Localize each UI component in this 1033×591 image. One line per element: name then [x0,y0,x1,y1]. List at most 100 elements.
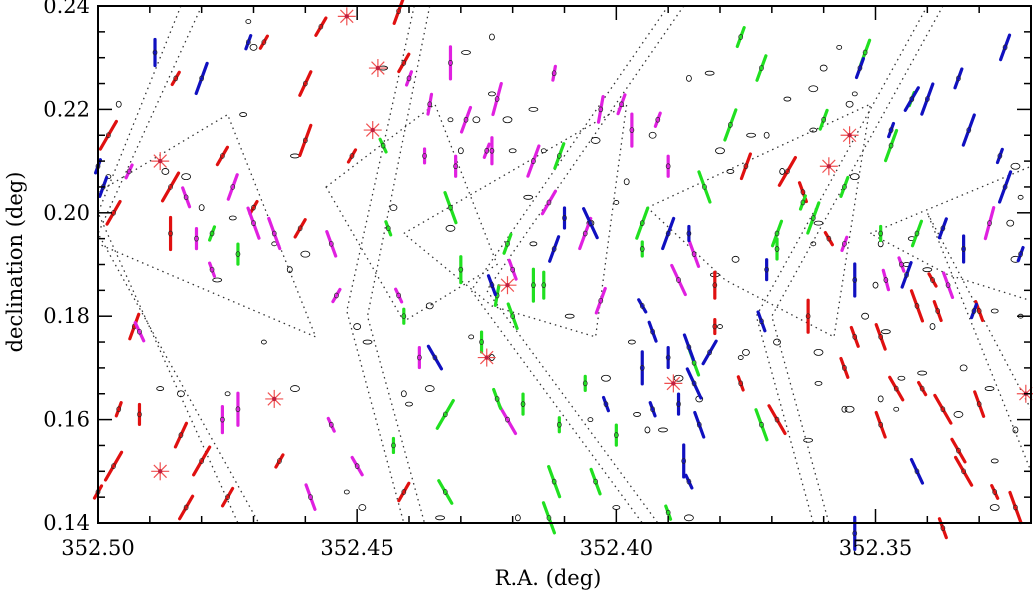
magenta-stick [326,416,336,433]
source-ellipse [684,514,694,522]
magenta-stick [331,287,342,304]
stick-core [126,168,132,175]
source-ellipse [648,131,657,139]
stick-core [691,251,697,258]
source-ellipse [704,70,715,76]
blue-stick [701,339,718,366]
stick-core [893,385,899,392]
stick-core [406,75,412,82]
red-stick [314,16,328,37]
red-stick [274,453,285,469]
stick-core [878,230,884,237]
stick-core [696,421,702,428]
stick-core [940,406,946,413]
stick-core [235,406,241,413]
stick-core [422,153,427,159]
source-ellipse [249,43,258,51]
source-ellipse [877,395,884,403]
source-ellipse [929,323,936,330]
blue-stick [647,320,658,343]
source-ellipse [529,241,538,247]
source-ellipse [851,91,858,97]
stick-core [1002,184,1008,190]
source-ellipse [813,348,824,356]
source-ellipse [746,132,756,138]
red-stick [777,155,797,187]
stick-core [442,411,448,418]
source-ellipse [472,116,481,124]
blue-stick [601,395,610,413]
stick-core [199,458,205,464]
stick-core [251,220,256,226]
green-stick [435,398,455,430]
stick-core [173,75,179,82]
source-ellipse [917,370,928,376]
source-ellipse [893,406,900,412]
stick-core [494,396,500,402]
stick-core [888,142,894,149]
red-stick [990,484,1000,500]
magenta-stick [653,111,662,128]
colored-sticks [92,0,1025,551]
stick-core [639,365,645,371]
source-ellipse [922,267,933,273]
stick-core [774,246,780,252]
stick-core [728,122,733,128]
stick-core [111,463,116,469]
green-stick [754,408,769,442]
stick-core [531,282,536,289]
source-ellipse [644,426,651,434]
stick-core [1013,504,1018,511]
stick-core [930,277,935,283]
stick-core [821,116,827,123]
stick-core [665,230,671,237]
source-ellipse [177,390,185,398]
source-ellipse [358,504,367,511]
stick-core [1002,44,1008,51]
green-stick [437,479,454,505]
red-stick [105,199,122,226]
magenta-stick [246,206,261,240]
y-tick-label: 0.18 [43,304,90,328]
magenta-stick [507,258,518,281]
stick-core [712,282,718,289]
source-ellipse [468,334,475,340]
source-ellipse [783,96,792,102]
red-stick [220,486,235,508]
red-stick [98,119,118,151]
stick-core [251,204,256,211]
stick-core [759,318,764,325]
source-ellipse [435,515,446,521]
stick-core [613,432,619,438]
source-ellipse [880,329,891,335]
green-stick [910,219,924,248]
source-ellipse [612,505,621,510]
red-stick [973,390,986,418]
stick-core [743,163,749,170]
star-icon [498,276,517,295]
magenta-stick [267,216,282,251]
blue-stick [684,473,694,490]
blue-stick [756,310,767,333]
green-stick [770,219,784,248]
magenta-stick [459,105,473,134]
star-icon [664,374,683,393]
stick-core [401,60,407,66]
stick-core [505,416,510,423]
stick-core [417,354,422,361]
source-ellipse [457,147,464,155]
stick-core [966,127,972,133]
stick-core [458,266,464,273]
source-ellipse [161,168,170,175]
source-ellipse [564,313,575,319]
stick-core [396,8,401,15]
strip-strip-3 [485,5,685,524]
green-stick [883,128,899,163]
source-ellipse [658,427,668,433]
magenta-stick [133,321,146,343]
source-ellipse [990,308,999,314]
stick-core [302,80,308,87]
source-ellipse [362,339,373,345]
magenta-stick [840,235,849,252]
stick-core [463,116,469,123]
